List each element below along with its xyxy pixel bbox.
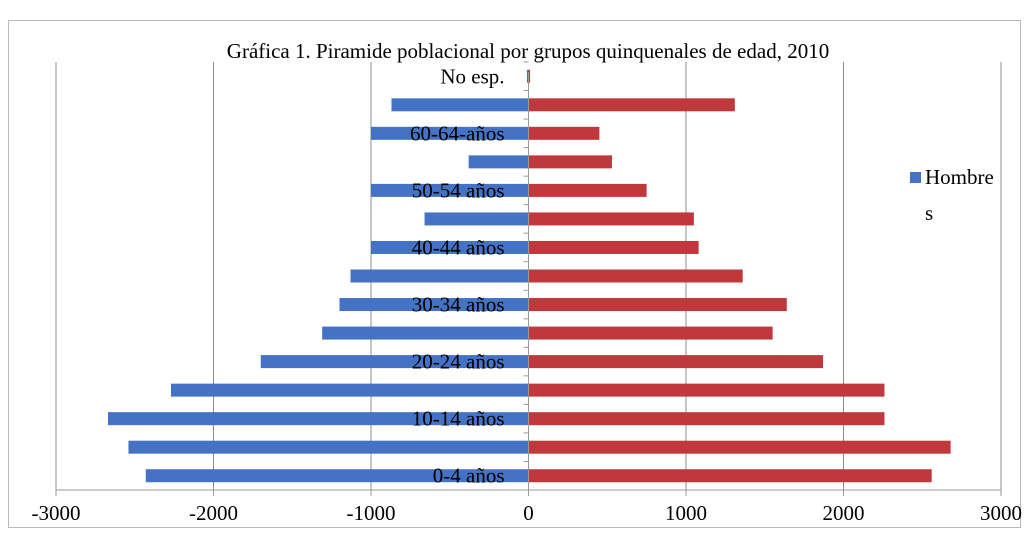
bar-hombres-1 (128, 440, 529, 454)
bar-hombres-7 (350, 269, 529, 283)
legend-label-hombres-line2: s (925, 201, 933, 225)
bar-mujeres-5 (528, 326, 773, 340)
category-label: 40-44 años (412, 235, 505, 259)
bar-mujeres-11 (528, 155, 612, 169)
bar-hombres-0 (145, 469, 529, 483)
x-axis-tick-labels: -3000 -2000 -1000 0 1000 2000 3000 (32, 501, 1023, 525)
bar-mujeres-2 (528, 412, 885, 426)
legend-label-hombres: Hombre (925, 165, 994, 189)
bar-mujeres-7 (528, 269, 743, 283)
bar-mujeres-12 (528, 126, 600, 140)
category-label: 0-4 años (433, 464, 505, 488)
x-tick-label: 1000 (665, 501, 707, 525)
bar-mujeres-6 (528, 298, 787, 312)
bar-mujeres-14 (528, 69, 531, 83)
x-tick-label: 2000 (823, 501, 865, 525)
bar-mujeres-9 (528, 212, 694, 226)
bar-mujeres-10 (528, 183, 647, 197)
x-tick-label: 0 (523, 501, 534, 525)
y-axis-category-labels: 0-4 años 10-14 años 20-24 años 30-34 años 40… (410, 64, 504, 487)
bar-hombres-6 (339, 298, 529, 312)
bar-hombres-9 (424, 212, 529, 226)
chart-title: Gráfica 1. Piramide poblacional por grup… (227, 39, 829, 63)
bar-hombres-10 (371, 183, 529, 197)
category-label: 50-54 años (412, 178, 505, 202)
category-label: 60-64-años (410, 121, 504, 145)
bar-mujeres-3 (528, 383, 885, 397)
bar-mujeres-13 (528, 98, 735, 112)
bar-hombres-5 (322, 326, 529, 340)
bar-hombres-13 (391, 98, 529, 112)
bar-hombres-3 (170, 383, 529, 397)
category-label: 10-14 años (412, 407, 505, 431)
bar-mujeres-4 (528, 355, 824, 369)
bar-hombres-11 (468, 155, 529, 169)
x-tick-label: -1000 (347, 501, 396, 525)
bar-mujeres-8 (528, 240, 699, 254)
bar-hombres-14 (526, 69, 529, 83)
category-label: No esp. (440, 64, 504, 88)
bar-hombres-8 (371, 240, 529, 254)
x-axis-ticks (55, 61, 1002, 496)
category-label: 20-24 años (412, 350, 505, 374)
x-tick-label: -2000 (189, 501, 238, 525)
bar-hombres-2 (107, 412, 529, 426)
legend: Hombre s (910, 165, 994, 225)
legend-swatch-hombres (910, 172, 921, 183)
category-label: 30-34 años (412, 293, 505, 317)
bars (107, 69, 951, 483)
bar-hombres-12 (371, 126, 529, 140)
bar-hombres-4 (260, 355, 529, 369)
x-tick-label: -3000 (32, 501, 81, 525)
bar-mujeres-0 (528, 469, 932, 483)
x-tick-label: 3000 (980, 501, 1022, 525)
bar-mujeres-1 (528, 440, 951, 454)
